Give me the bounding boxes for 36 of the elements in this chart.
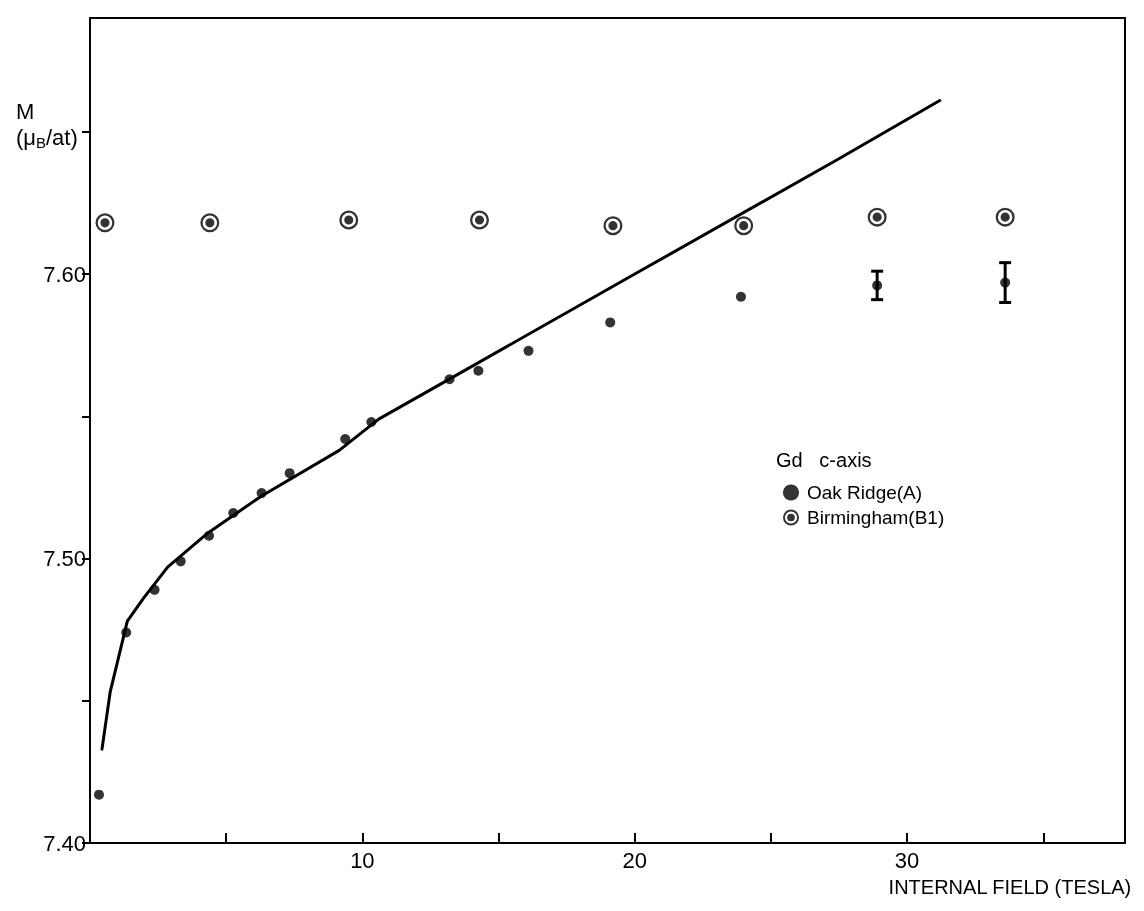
legend-title: Gd c-axis [776, 449, 872, 471]
point [256, 488, 267, 499]
point [204, 530, 215, 541]
legend-label: Birmingham(B1) [807, 507, 945, 528]
point [284, 468, 295, 479]
legend-label: Oak Ridge(A) [807, 482, 923, 503]
point [444, 374, 455, 385]
point [735, 291, 746, 302]
point [867, 207, 887, 227]
point [469, 210, 489, 230]
line-series [100, 99, 942, 751]
point [603, 216, 623, 236]
point [523, 345, 534, 356]
y-tick-label: 7.60 [43, 261, 86, 287]
point [149, 584, 160, 595]
point [995, 207, 1015, 227]
point [121, 627, 132, 638]
y-tick-label: 7.50 [43, 546, 86, 572]
point [1000, 277, 1011, 288]
point [175, 556, 186, 567]
point [95, 213, 115, 233]
point [872, 280, 883, 291]
point [605, 317, 616, 328]
point [200, 213, 220, 233]
point [339, 210, 359, 230]
point [734, 216, 754, 236]
x-tick-label: 10 [350, 847, 375, 873]
point [228, 508, 239, 518]
x-tick-label: 30 [894, 847, 920, 873]
point [340, 434, 351, 445]
x-tick-label: 20 [622, 847, 647, 873]
y-tick-label: 7.40 [43, 830, 86, 856]
point [473, 365, 484, 376]
point [94, 789, 104, 800]
x-axis-title: INTERNAL FIELD (TESLA) [888, 876, 1132, 898]
point [366, 416, 377, 427]
